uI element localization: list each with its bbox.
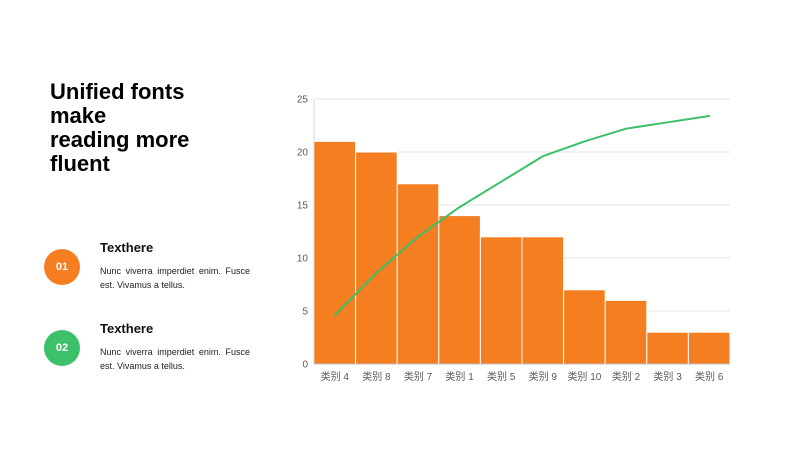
number-badge-2: 02: [44, 330, 80, 366]
x-tick-label-2: 类别 8: [362, 370, 391, 383]
slide-title-line-2: make: [50, 103, 107, 128]
bar-1: [313, 140, 357, 365]
x-tick-label-9: 类别 3: [653, 370, 682, 383]
x-tick-label-4: 类别 1: [445, 370, 474, 383]
slide-title-line-1: Unified fonts: [50, 79, 185, 104]
y-tick-label-4: 20: [297, 148, 309, 159]
y-tick-label-3: 15: [297, 201, 309, 212]
x-tick-label-7: 类别 10: [567, 370, 601, 383]
x-tick-label-10: 类别 6: [695, 370, 724, 383]
x-tick-label-3: 类别 7: [404, 370, 433, 383]
bar-8: [604, 299, 648, 365]
bar-7: [563, 289, 606, 365]
pareto-chart: 0 5 10 15 20 25 类别 4 类别 8 类别 7 类别 1 类别 5 类别 9 类别 10 类…: [297, 95, 731, 383]
slide-title: Unified fonts make reading more fluent: [50, 80, 280, 176]
cumulative-line: [333, 114, 711, 317]
x-tick-label-1: 类别 4: [321, 370, 350, 383]
item-heading-1: Texthere: [100, 240, 154, 255]
item-description-1: Nunc viverra imperdiet enim. Fusce est. …: [100, 266, 250, 290]
y-tick-label-5: 25: [297, 95, 309, 106]
x-tick-label-8: 类别 2: [612, 370, 641, 383]
slide-title-line-4: fluent: [50, 151, 110, 176]
item-heading-2: Texthere: [100, 321, 154, 336]
bar-10: [687, 331, 731, 365]
item-description-2: Nunc viverra imperdiet enim. Fusce est. …: [100, 347, 250, 371]
bar-9: [646, 331, 689, 365]
bar-2: [355, 151, 398, 365]
bar-6: [521, 236, 565, 365]
bar-3: [396, 183, 440, 365]
y-tick-label-1: 5: [302, 307, 308, 318]
number-badge-1: 01: [44, 249, 80, 285]
y-tick-label-0: 0: [302, 360, 308, 371]
x-tick-label-6: 类别 9: [529, 370, 558, 383]
x-tick-label-5: 类别 5: [487, 370, 516, 383]
slide-title-line-3: reading more: [50, 127, 190, 152]
bar-5: [479, 236, 523, 365]
y-tick-label-2: 10: [297, 254, 309, 265]
bar-4: [438, 215, 481, 365]
